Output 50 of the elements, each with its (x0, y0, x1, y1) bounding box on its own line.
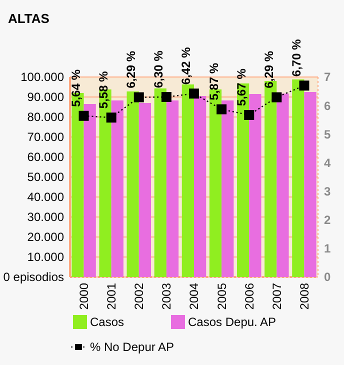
x-tick-label: 2007 (270, 282, 284, 310)
x-tick-label: 2000 (76, 282, 91, 310)
data-label: 5,87 % (206, 62, 221, 100)
y2-tick-label: 6 (324, 98, 331, 113)
point (189, 88, 199, 99)
chart-title: ALTAS (8, 11, 50, 26)
x-tick-label: 2003 (160, 282, 174, 310)
y-tick-label: 10.000 (27, 250, 64, 264)
data-label: 6,70 % (289, 38, 304, 77)
legend-label: Casos Depu. AP (188, 315, 276, 330)
point (134, 92, 144, 102)
y2-tick-label: 5 (324, 127, 331, 142)
x-tick-label: 2001 (104, 282, 119, 310)
y2-tick-label: 3 (324, 184, 331, 198)
y-tick-label: 90.000 (27, 90, 64, 104)
y-tick-label: 40.000 (27, 190, 64, 204)
y-tick-label: 30.000 (27, 210, 64, 224)
point (161, 92, 172, 102)
y-tick-label: 50.000 (27, 170, 64, 184)
x-tick-label: 2005 (214, 282, 229, 310)
x-tick-label: 2006 (242, 282, 256, 310)
y-tick-label: 80.000 (27, 110, 64, 124)
x-tick-label: 2002 (132, 282, 146, 310)
y-tick-label: 100.000 (20, 70, 64, 84)
legend-label: % No Depur AP (90, 340, 174, 354)
legend-label: Casos (90, 315, 124, 330)
point (216, 104, 227, 114)
y-tick-label: 0 episodios (3, 270, 64, 284)
point (106, 112, 116, 123)
data-label: 5,58 % (96, 70, 111, 109)
y2-tick-label: 0 (324, 270, 331, 284)
point (244, 110, 254, 120)
y-tick-label: 20.000 (27, 230, 64, 244)
y2-tick-label: 4 (324, 156, 331, 170)
data-label: 5,64 % (68, 69, 83, 107)
point (299, 80, 310, 91)
x-tick-label: 2008 (297, 282, 312, 310)
data-label: 6,30 % (152, 50, 166, 88)
data-label: 6,29 % (262, 50, 276, 88)
point (272, 92, 282, 102)
point (78, 110, 89, 121)
y2-tick-label: 1 (324, 242, 331, 256)
x-tick-label: 2004 (187, 282, 202, 310)
y2-tick-label: 2 (324, 213, 331, 228)
data-label: 6,29 % (124, 50, 138, 88)
y-tick-label: 60.000 (27, 150, 64, 164)
data-label: 5,67 % (234, 68, 248, 106)
y-tick-label: 70.000 (27, 130, 64, 144)
y2-tick-label: 7 (324, 70, 331, 84)
data-label: 6,42 % (179, 46, 194, 85)
